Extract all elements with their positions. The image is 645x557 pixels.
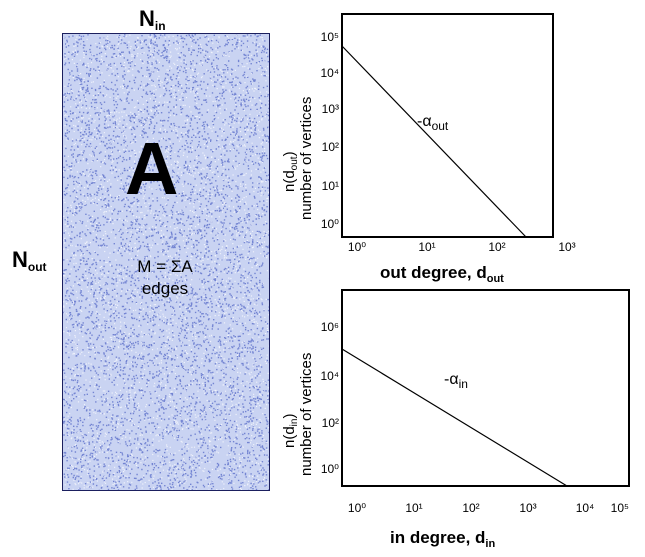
n-out-subscript: out	[27, 260, 47, 274]
plot-out-xtick: 10³	[558, 240, 575, 254]
n-in-subscript: in	[154, 19, 166, 33]
plot-in-ytick: 10²	[322, 416, 339, 430]
plot-out-power-law-line	[341, 45, 527, 238]
plot-out-slope-alpha: -α	[417, 113, 432, 130]
plot-out-xlabel: out degree, dout	[380, 263, 504, 285]
plot-out-xlabel-sub: out	[486, 273, 504, 285]
plot-in-xtick: 10⁰	[348, 501, 366, 515]
plot-out-ytick: 10³	[322, 102, 339, 116]
plot-in-slope-sub: in	[458, 377, 468, 391]
plot-in-xtick: 10⁴	[576, 501, 595, 515]
plot-in-xtick: 10¹	[405, 501, 422, 515]
plot-in-ylabel-1-end: )	[281, 413, 298, 419]
n-out-label: Nout	[12, 247, 47, 274]
plot-out-ylabel-1-text: n(d	[281, 170, 298, 192]
plot-in-xtick: 10³	[519, 501, 536, 515]
plot-out-xtick: 10¹	[418, 240, 435, 254]
plot-in-ytick: 10⁶	[321, 320, 339, 334]
plot-in-frame	[341, 289, 630, 487]
plot-in-xlabel-text: in degree, d	[390, 528, 486, 547]
plot-out-slope-sub: out	[431, 119, 449, 133]
plot-out-ytick: 10¹	[322, 179, 339, 193]
plot-out-ylabel-2: number of vertices	[298, 96, 315, 220]
plot-in-xtick: 10²	[462, 501, 479, 515]
plot-in-xlabel-sub: in	[485, 538, 496, 550]
plot-out-ytick: 10⁰	[321, 217, 339, 231]
plot-in-xlabel: in degree, din	[390, 528, 495, 550]
plot-out-ytick: 10²	[322, 140, 339, 154]
plot-out-ytick: 10⁵	[321, 30, 339, 44]
edges-caption: M = ΣA edges	[100, 256, 230, 300]
plot-out-xtick: 10²	[488, 240, 505, 254]
plot-out-xtick: 10⁰	[348, 240, 366, 254]
plot-out-slope-label: -αout	[417, 113, 448, 133]
plot-out-xlabel-text: out degree, d	[380, 263, 487, 282]
plot-in-slope-label: -αin	[444, 371, 468, 391]
plot-out-frame	[341, 13, 554, 238]
plot-in-power-law-line	[341, 348, 568, 487]
matrix-name: A	[125, 127, 179, 210]
edges-formula: M = ΣA	[137, 257, 193, 276]
plot-out-ylabel-1-end: )	[281, 151, 298, 157]
plot-in-ylabel-2: number of vertices	[298, 352, 315, 476]
plot-out-degree: 10⁵ 10⁴ 10³ 10² 10¹ 10⁰ 10⁰ 10¹ 10² 10³	[320, 13, 576, 254]
plot-in-ytick: 10⁴	[320, 369, 339, 383]
plot-in-xtick: 10⁵	[611, 501, 629, 515]
n-in-label: Nin	[139, 6, 166, 33]
matrix-texture	[63, 34, 269, 490]
plot-in-slope-alpha: -α	[444, 371, 459, 388]
n-out-letter: N	[12, 247, 28, 272]
adjacency-matrix	[62, 33, 270, 491]
plot-in-ytick: 10⁰	[321, 462, 339, 476]
plot-in-degree: 10⁶ 10⁴ 10² 10⁰ 10⁰ 10¹ 10² 10³ 10⁴ 10⁵	[320, 289, 630, 515]
plot-out-ytick: 10⁴	[320, 66, 339, 80]
n-in-letter: N	[139, 6, 155, 31]
plot-in-ylabel-1-text: n(d	[281, 426, 298, 448]
edges-word: edges	[141, 279, 189, 298]
